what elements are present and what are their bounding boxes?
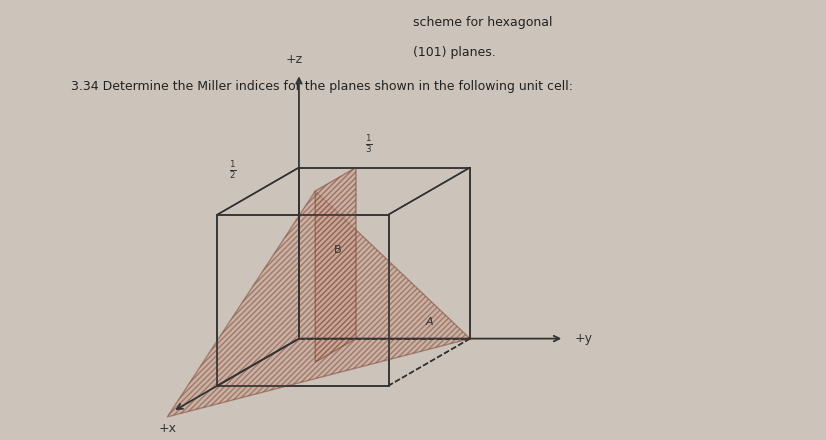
Text: $\frac{1}{3}$: $\frac{1}{3}$	[365, 133, 373, 155]
Text: scheme for hexagonal: scheme for hexagonal	[413, 16, 553, 29]
Text: (101) planes.: (101) planes.	[413, 46, 496, 59]
Text: B: B	[335, 245, 342, 255]
Polygon shape	[168, 191, 470, 417]
Text: A: A	[425, 317, 433, 327]
Text: +z: +z	[285, 53, 302, 66]
Text: $\frac{1}{2}$: $\frac{1}{2}$	[229, 159, 236, 181]
Text: +x: +x	[159, 422, 177, 435]
Polygon shape	[316, 168, 356, 362]
Text: 3.34 Determine the Miller indices for the planes shown in the following unit cel: 3.34 Determine the Miller indices for th…	[72, 81, 573, 93]
Text: +y: +y	[574, 332, 592, 345]
